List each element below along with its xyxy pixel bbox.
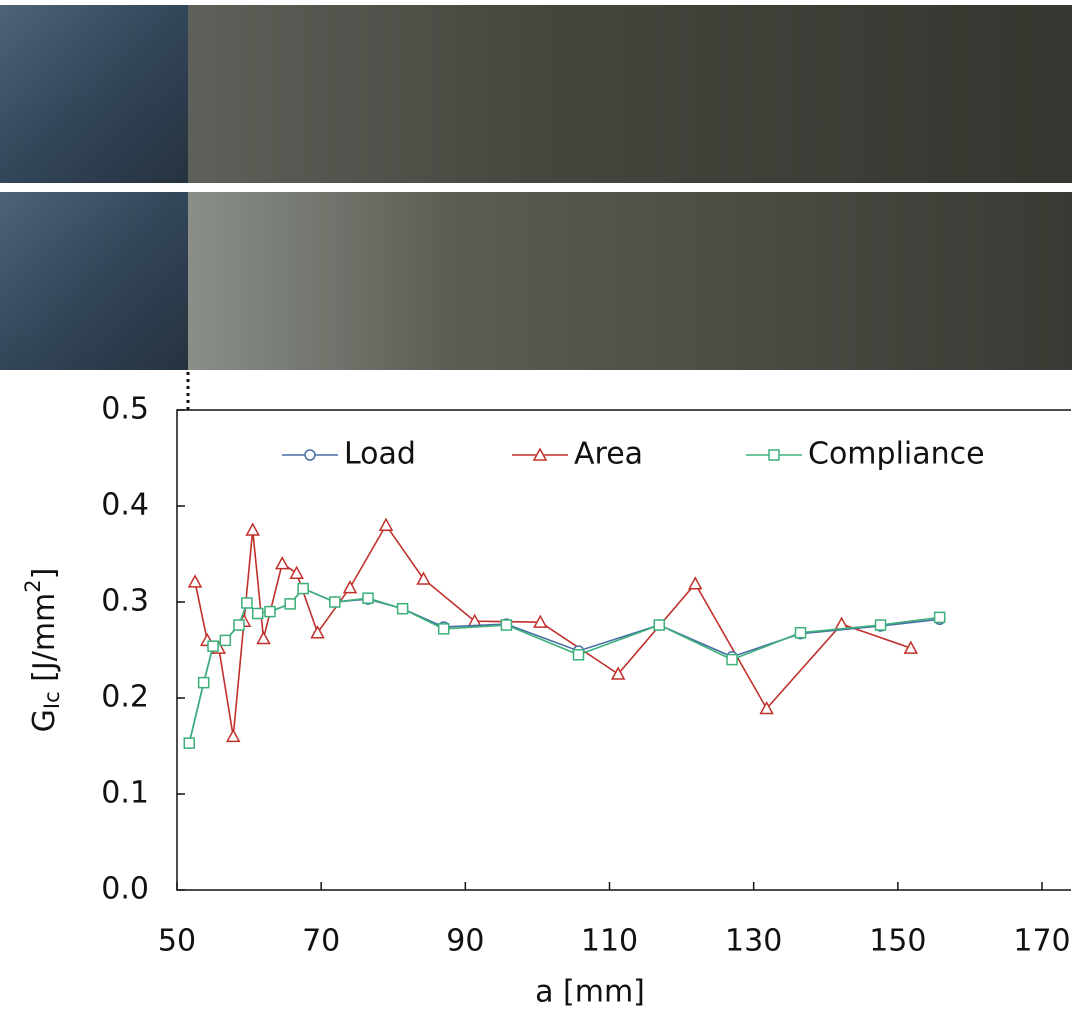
point: [378, 517, 394, 531]
point: [416, 571, 431, 585]
point: [759, 700, 774, 715]
point: [251, 607, 264, 620]
x-axis-label: a [mm]: [535, 975, 645, 1010]
point: [500, 619, 513, 631]
plot-frame: [176, 409, 1071, 891]
point: [274, 556, 290, 570]
point: [219, 634, 232, 647]
point: [284, 598, 296, 610]
point: [329, 596, 341, 608]
y-tick-label: 0.3: [101, 584, 149, 619]
y-tick-label: 0.0: [101, 872, 149, 907]
legend-marker: [304, 449, 316, 461]
specimen-photos: [0, 5, 1072, 410]
point: [245, 522, 260, 536]
y-label-part: ]: [27, 568, 62, 580]
point: [207, 640, 219, 652]
photo-surface: [188, 192, 1072, 370]
y-tick-label: 0.4: [101, 488, 149, 523]
series-line: [194, 523, 912, 737]
x-tick-label: 90: [446, 924, 484, 959]
x-tick-label: 130: [725, 924, 782, 959]
plot-area: [183, 517, 946, 749]
legend-marker: [532, 447, 548, 461]
legend-label: Compliance: [808, 437, 985, 472]
y-label-sup: 2: [21, 579, 45, 592]
legend-label: Area: [574, 437, 643, 472]
photo-crack-insert: [0, 5, 188, 183]
point: [834, 616, 849, 630]
x-tick-label: 170: [1013, 924, 1070, 959]
point: [362, 592, 374, 604]
point: [264, 605, 276, 618]
point: [310, 625, 325, 639]
series-line: [188, 587, 940, 744]
y-tick-label: 0.2: [101, 680, 149, 715]
point: [297, 582, 309, 595]
x-tick-label: 150: [869, 924, 926, 959]
y-label-part: [J/mm: [27, 593, 62, 692]
x-tick-label: 50: [158, 924, 196, 959]
point: [241, 597, 253, 609]
y-tick-label: 0.5: [101, 392, 149, 427]
point: [533, 614, 548, 628]
point: [256, 630, 271, 645]
point: [903, 640, 919, 654]
point: [183, 737, 196, 749]
point: [197, 676, 210, 689]
point: [437, 623, 450, 635]
point: [233, 619, 245, 631]
point: [610, 666, 626, 680]
point: [572, 649, 585, 661]
x-tick-label: 110: [581, 924, 638, 959]
photo-crack-insert: [0, 192, 188, 370]
x-tick-label: 70: [302, 924, 340, 959]
point: [225, 728, 241, 743]
legend-marker: [768, 449, 780, 461]
y-label-sub: Ic: [40, 691, 64, 709]
point: [396, 602, 409, 615]
photo-surface: [188, 5, 1072, 183]
point: [688, 576, 703, 590]
y-tick-label: 0.1: [101, 776, 149, 811]
y-axis-label: GIc [J/mm2]: [21, 568, 64, 733]
point: [289, 565, 304, 579]
point: [794, 626, 807, 639]
point: [933, 611, 946, 624]
point: [874, 619, 887, 631]
point: [342, 580, 358, 594]
point: [726, 653, 738, 666]
series-line: [188, 587, 940, 744]
point: [187, 574, 203, 588]
point: [653, 619, 665, 631]
legend-label: Load: [344, 437, 416, 472]
y-label-part: G: [27, 709, 62, 732]
